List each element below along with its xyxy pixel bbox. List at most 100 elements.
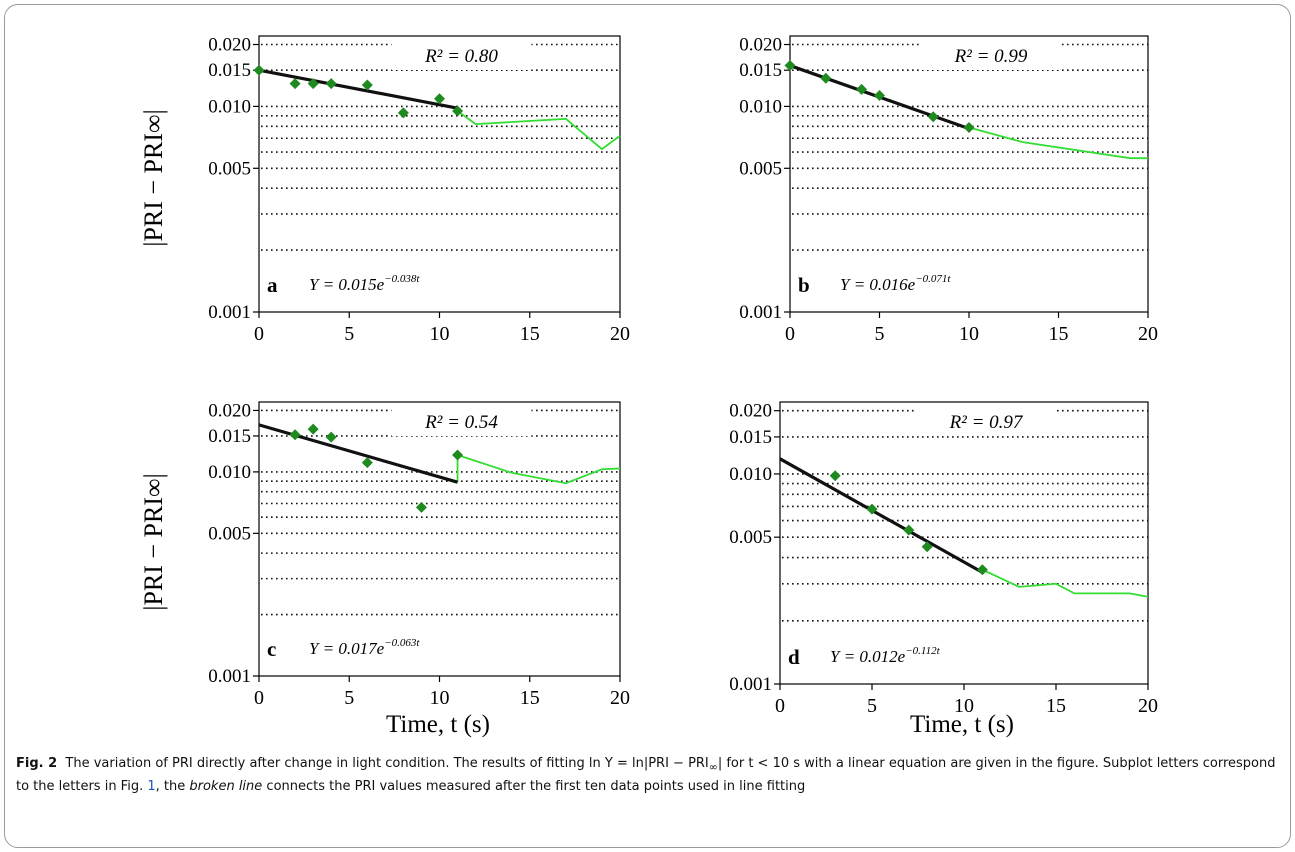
figure-ref-link[interactable]: 1 (147, 778, 156, 794)
data-point (856, 83, 868, 95)
figure-label: Fig. 2 (16, 756, 58, 771)
y-tick-label: 0.015 (208, 60, 251, 81)
y-tick-label: 0.020 (729, 401, 772, 422)
data-point (253, 64, 265, 76)
data-point (307, 78, 319, 90)
y-tick-label: 0.005 (739, 158, 782, 179)
r2-label-bg (391, 40, 532, 70)
fit-equation: Y = 0.017e−0.063t (309, 637, 420, 658)
data-point (289, 429, 301, 441)
fit-equation: Y = 0.016e−0.071t (840, 273, 951, 294)
ylabel-top: |PRI − PRI∞| (139, 109, 168, 247)
y-tick-label: 0.020 (208, 35, 251, 56)
figure-frame (4, 4, 1291, 848)
x-tick-label: 5 (867, 695, 877, 717)
subplot-letter: d (788, 645, 800, 669)
x-tick-label: 0 (254, 323, 264, 345)
y-tick-label: 0.001 (208, 666, 251, 687)
xlabel-right: Time, t (s) (910, 711, 1014, 738)
y-tick-label: 0.015 (729, 427, 772, 448)
subplot-letter: c (267, 637, 276, 661)
x-tick-label: 10 (959, 323, 979, 345)
panel-d: 0.001 0.005 0.010 0.015 0.020 0 5 10 15 20 R² = 0.… (729, 401, 1158, 717)
y-tick-label: 0.010 (208, 462, 251, 483)
x-tick-label: 20 (610, 323, 630, 345)
fit-line (779, 457, 984, 574)
broken-line (982, 568, 1149, 598)
r2-label: R² = 0.99 (954, 46, 1028, 67)
data-point (434, 93, 445, 105)
caption-emphasis: broken line (189, 778, 263, 794)
y-tick-label: 0.020 (739, 35, 782, 56)
data-point (289, 78, 301, 90)
y-tick-label: 0.005 (208, 523, 251, 544)
fit-equation: Y = 0.015e−0.038t (309, 273, 420, 294)
r2-label-bg (921, 40, 1061, 70)
r2-label: R² = 0.54 (424, 412, 498, 433)
data-point (397, 107, 409, 119)
x-tick-label: 10 (430, 687, 450, 709)
r2-label-bg (391, 406, 532, 436)
x-tick-label: 5 (875, 323, 885, 345)
caption-text-1: The variation of PRI directly after chan… (65, 756, 709, 771)
y-tick-label: 0.001 (729, 674, 772, 695)
data-point (820, 72, 832, 84)
data-point (361, 79, 373, 91)
data-point (325, 78, 337, 90)
y-tick-label: 0.010 (729, 464, 772, 485)
equation-bg (263, 626, 503, 670)
x-tick-label: 20 (1138, 695, 1158, 717)
data-point (829, 470, 841, 482)
caption-text-3: , the (155, 778, 190, 794)
fit-line (258, 68, 458, 110)
x-tick-label: 0 (775, 695, 785, 717)
caption-text-2: | for t < 10 s with a linear equation ar… (16, 756, 1276, 794)
fit-equation: Y = 0.012e−0.112t (830, 645, 941, 666)
x-tick-label: 10 (954, 695, 974, 717)
x-tick-label: 10 (430, 323, 450, 345)
x-tick-label: 15 (520, 323, 540, 345)
data-point (325, 431, 337, 443)
equation-bg (794, 262, 1034, 306)
figure-caption: Fig. 2 The variation of PRI directly aft… (16, 754, 1284, 796)
data-point (307, 423, 319, 435)
r2-label: R² = 0.80 (424, 46, 498, 67)
y-tick-label: 0.005 (208, 158, 251, 179)
y-tick-label: 0.015 (739, 60, 782, 81)
data-point (784, 60, 796, 72)
broken-line (457, 110, 621, 151)
x-tick-label: 5 (344, 323, 354, 345)
xlabel-left: Time, t (s) (386, 711, 490, 738)
caption-text-4: connects the PRI values measured after t… (262, 778, 806, 794)
data-point (976, 564, 988, 576)
x-tick-label: 15 (1049, 323, 1069, 345)
r2-label-bg (916, 406, 1056, 436)
y-tick-label: 0.001 (739, 302, 782, 323)
equation-bg (263, 262, 503, 306)
x-tick-label: 15 (520, 687, 540, 709)
x-tick-label: 20 (1138, 323, 1158, 345)
panel-b: 0.001 0.005 0.010 0.015 0.020 0 5 10 15 20 R² = 0.… (739, 35, 1158, 345)
data-point (415, 501, 427, 513)
panel-a: 0.001 0.005 0.010 0.015 0.020 0 5 10 15 20 R² = 0.… (208, 35, 630, 345)
r2-label: R² = 0.97 (949, 412, 1024, 433)
data-point (452, 105, 464, 117)
x-tick-label: 0 (254, 687, 264, 709)
caption-sub: ∞ (708, 760, 718, 774)
y-tick-label: 0.015 (208, 426, 251, 447)
x-tick-label: 15 (1046, 695, 1066, 717)
y-tick-label: 0.020 (208, 400, 251, 421)
data-point (927, 111, 939, 123)
y-tick-label: 0.010 (208, 96, 251, 117)
data-point (874, 89, 885, 101)
x-tick-label: 5 (344, 687, 354, 709)
broken-line (968, 126, 1148, 160)
broken-line (456, 453, 621, 485)
y-tick-label: 0.001 (208, 302, 251, 323)
data-point (452, 449, 464, 461)
data-point (361, 457, 373, 469)
data-point (963, 121, 975, 133)
data-point (903, 524, 915, 536)
ylabel-bottom: |PRI − PRI∞| (139, 473, 168, 611)
